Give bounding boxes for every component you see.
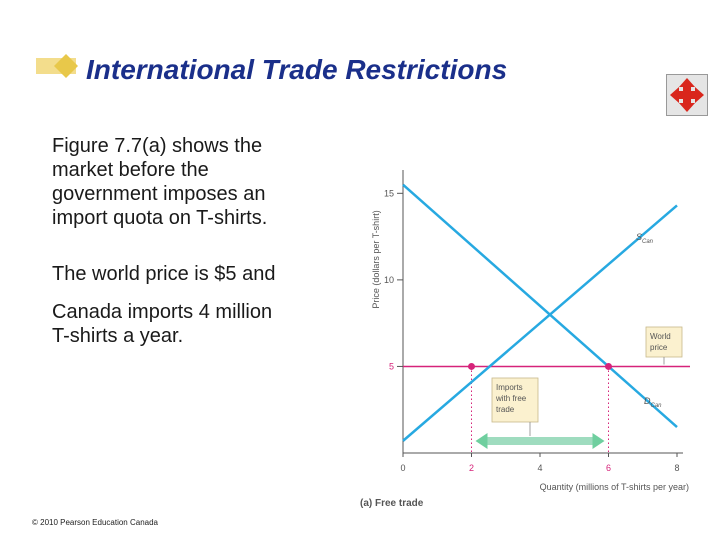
- x-axis-label: Quantity (millions of T-shirts per year): [540, 482, 689, 492]
- imports-label: trade: [496, 405, 515, 414]
- chart-title: (a) Free trade: [360, 498, 424, 509]
- imports-arrow-right-head: [592, 433, 605, 449]
- body-paragraph-1: Figure 7.7(a) shows the market before th…: [52, 134, 267, 230]
- import-endpoint-dot: [468, 362, 475, 370]
- copyright-notice: © 2010 Pearson Education Canada: [32, 518, 158, 527]
- text-line: Figure 7.7(a) shows the: [52, 135, 263, 157]
- text-line: Canada imports 4 million: [52, 301, 273, 323]
- imports-label: Imports: [496, 383, 523, 392]
- world-price-callout: [645, 326, 683, 358]
- imports-label: with free: [495, 394, 527, 403]
- x-tick-label: 4: [537, 463, 542, 473]
- supply-line: [402, 204, 678, 442]
- x-tick-label: 8: [674, 463, 679, 473]
- y-tick-label: 10: [384, 275, 394, 285]
- text-line: The world price is $5 and: [52, 263, 276, 285]
- x-tick-label: 2: [469, 463, 474, 473]
- y-tick-label: 15: [384, 188, 394, 198]
- body-paragraph-3: Canada imports 4 million T-shirts a year…: [52, 300, 272, 348]
- imports-arrow-left-head: [475, 433, 488, 449]
- y-axis-label: Price (dollars per T-shirt): [371, 210, 381, 308]
- text-line: government imposes an: [52, 183, 266, 205]
- title-bullet-decoration: [36, 54, 78, 78]
- supply-label-subscript: Can: [642, 239, 654, 245]
- slide-title: International Trade Restrictions: [86, 54, 508, 85]
- import-endpoint-dot: [605, 362, 612, 370]
- demand-label: DCan: [644, 396, 662, 409]
- x-tick-label: 0: [400, 463, 405, 473]
- text-line: T-shirts a year.: [52, 325, 184, 347]
- world-price-label: World: [650, 332, 671, 341]
- world-price-label: price: [650, 343, 668, 352]
- body-paragraph-2: The world price is $5 and: [52, 262, 275, 286]
- demand-label-subscript: Can: [651, 403, 663, 409]
- text-line: market before the: [52, 159, 209, 181]
- y-tick-label: 5: [389, 361, 394, 371]
- supply-demand-chart: 5 10 15 0 2 4 6 8 Price (dollars per T-shirt) Qua…: [360, 170, 690, 509]
- imports-callout: [491, 377, 539, 423]
- four-way-arrows-icon[interactable]: [666, 74, 708, 116]
- text-line: import quota on T-shirts.: [52, 207, 268, 229]
- x-tick-label: 6: [606, 463, 611, 473]
- demand-line: [402, 183, 678, 428]
